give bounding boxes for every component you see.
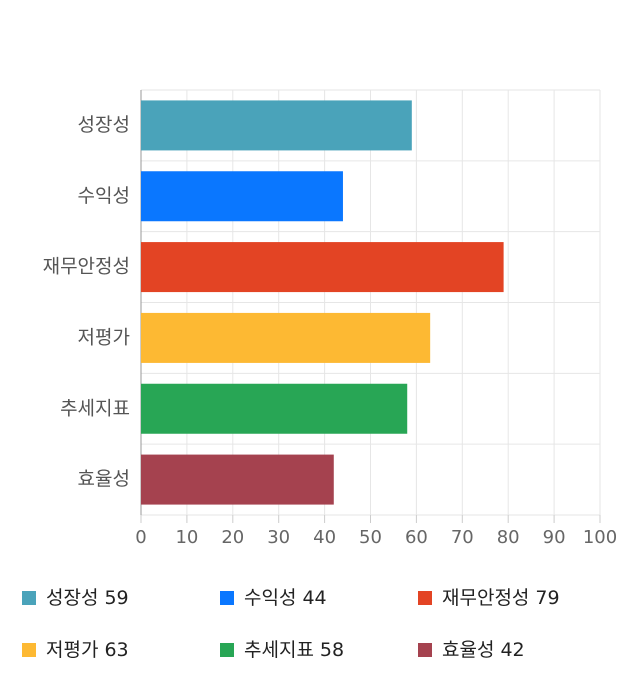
x-tick-label: 70 (451, 527, 474, 548)
legend-name: 성장성 (46, 587, 98, 609)
bar (141, 312, 431, 363)
y-tick-label: 성장성 (78, 114, 130, 136)
legend-swatch (418, 643, 432, 657)
legend-label: 수익성 44 (244, 587, 327, 609)
legend-label: 효율성 42 (442, 639, 525, 661)
x-tick-label: 20 (221, 527, 244, 548)
x-tick-label: 0 (135, 527, 146, 548)
x-tick-label: 100 (583, 527, 617, 548)
y-tick-label: 재무안정성 (43, 256, 130, 278)
legend-name: 추세지표 (244, 639, 314, 661)
legend-value: 79 (535, 587, 559, 609)
y-tick-label: 수익성 (78, 185, 130, 207)
legend-swatch (418, 591, 432, 605)
bar (141, 454, 334, 505)
x-tick-label: 80 (497, 527, 520, 548)
x-tick-label: 60 (405, 527, 428, 548)
y-tick-label: 효율성 (78, 468, 130, 490)
legend-value: 44 (302, 587, 326, 609)
legend-name: 저평가 (46, 639, 98, 661)
y-tick-label: 저평가 (78, 326, 130, 348)
legend-label: 성장성 59 (46, 587, 129, 609)
legend-value: 42 (500, 639, 524, 661)
y-tick-label: 추세지표 (60, 397, 130, 419)
legend-value: 59 (104, 587, 128, 609)
legend-label: 재무안정성 79 (442, 587, 560, 609)
legend-value: 63 (104, 639, 128, 661)
legend-value: 58 (320, 639, 344, 661)
legend-name: 재무안정성 (442, 587, 529, 609)
x-tick-label: 30 (267, 527, 290, 548)
legend-swatch (220, 643, 234, 657)
x-tick-label: 40 (313, 527, 336, 548)
legend-label: 저평가 63 (46, 639, 129, 661)
bar (141, 171, 343, 222)
legend-swatch (22, 591, 36, 605)
legend-label: 추세지표 58 (244, 639, 344, 661)
bar (141, 100, 412, 151)
bar (141, 383, 408, 434)
x-tick-label: 50 (359, 527, 382, 548)
legend-swatch (220, 591, 234, 605)
legend-name: 효율성 (442, 639, 494, 661)
bar (141, 242, 504, 293)
legend-swatch (22, 643, 36, 657)
x-tick-label: 10 (175, 527, 198, 548)
legend-name: 수익성 (244, 587, 296, 609)
x-tick-label: 90 (543, 527, 566, 548)
